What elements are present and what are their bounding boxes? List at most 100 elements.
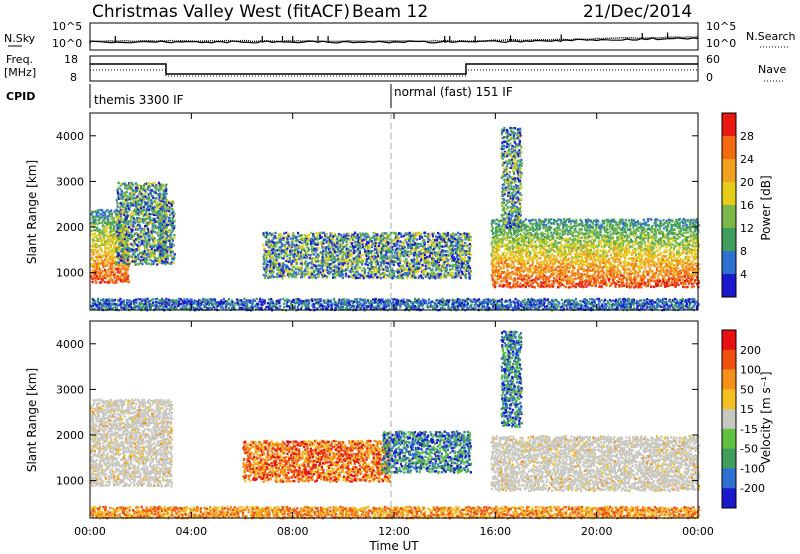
nsky-tick-top: 10^5 [52,20,82,33]
range-cell [502,238,505,241]
range-cell [134,263,137,266]
range-cell [541,219,544,223]
range-cell [366,263,369,267]
range-cell [454,272,457,275]
range-cell [581,221,584,225]
range-cell [387,270,390,273]
range-cell [338,246,341,249]
range-cell [150,248,153,251]
range-cell [520,229,523,232]
range-cell [536,261,539,264]
range-cell [367,249,370,253]
range-cell [383,236,386,240]
range-cell [305,252,309,255]
range-cell [401,269,404,272]
range-cell [338,267,341,270]
range-cell [416,233,419,237]
range-cell [356,268,359,271]
range-cell [374,245,377,248]
range-cell [524,228,527,231]
range-cell [538,249,542,252]
range-cell [562,284,566,287]
range-cell [402,270,405,273]
range-cell [401,241,404,244]
range-cell [544,266,547,269]
range-cell [439,268,442,271]
range-cell [425,259,428,262]
range-cell [157,259,161,263]
range-cell [91,277,94,281]
range-cell [463,258,466,261]
range-cell [148,212,151,216]
range-cell [391,277,394,280]
range-cell [530,279,533,282]
range-cell [153,221,156,225]
range-cell [397,270,400,273]
range-cell [153,185,156,189]
range-cell [139,235,142,238]
range-cell [346,237,349,240]
range-cell [388,247,391,250]
range-cell [269,260,272,263]
range-cell [308,233,311,237]
range-cell [315,264,318,268]
range-cell [517,242,520,245]
range-cell [107,218,110,221]
range-cell [171,239,175,242]
range-cell [523,242,526,246]
range-cell [412,253,416,257]
range-cell [132,225,135,228]
range-cell [525,253,528,256]
range-cell [121,225,124,229]
range-cell [112,239,115,242]
range-cell [425,275,428,278]
range-cell [160,214,163,217]
range-cell [463,249,466,253]
range-cell [528,232,531,235]
range-cell [167,223,170,227]
range-cell [507,231,510,235]
range-cell [142,252,145,255]
range-cell [494,256,497,259]
range-cell [119,259,122,262]
range-cell [531,285,534,288]
range-cell [370,275,373,278]
range-cell [333,249,336,253]
range-cell [118,239,121,242]
range-cell [427,260,430,263]
range-cell [416,261,419,264]
range-cell [518,273,522,276]
range-cell [589,284,592,287]
range-cell [424,231,427,234]
range-cell [161,197,164,201]
range-cell [110,234,113,237]
range-cell [407,246,410,250]
range-cell [339,272,342,275]
range-cell [390,250,393,253]
range-cell [523,231,526,234]
range-cell [331,265,334,268]
range-cell [591,252,594,255]
range-cell [358,251,362,255]
range-cell [138,218,141,221]
range-cell [464,234,467,237]
range-cell [277,253,280,256]
range-cell [493,258,496,261]
range-cell [597,273,600,276]
range-cell [165,207,168,211]
range-cell [540,253,543,257]
range-cell [442,234,445,237]
range-cell [456,272,459,275]
range-cell [358,236,361,239]
range-cell [171,224,174,228]
range-cell [272,251,275,254]
range-cell [96,262,99,265]
range-cell [530,275,533,278]
range-cell [541,239,544,242]
range-cell [280,250,283,254]
range-cell [295,271,298,274]
range-cell [272,265,276,268]
range-cell [560,272,563,275]
range-cell [506,234,509,237]
range-cell [386,267,389,270]
